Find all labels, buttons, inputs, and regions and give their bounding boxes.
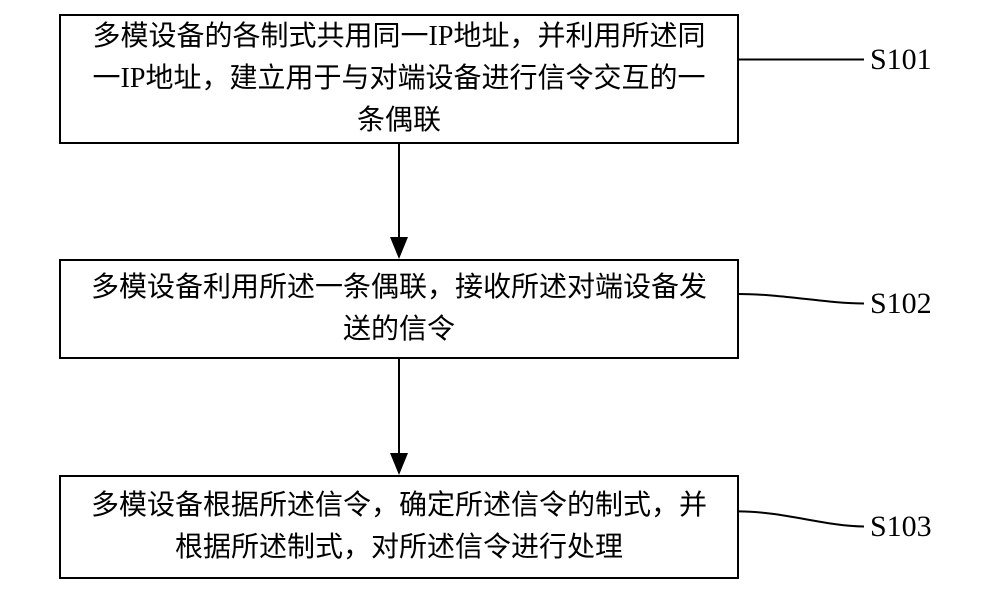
flow-step-text-line: 根据所述制式，对所述信令进行处理 [175,527,623,569]
step-label-s103: S103 [870,510,932,544]
flow-step-s102: 多模设备利用所述一条偶联，接收所述对端设备发送的信令 [59,259,739,359]
flow-step-s101: 多模设备的各制式共用同一IP地址，并利用所述同一IP地址，建立用于与对端设备进行… [59,14,739,144]
step-label-s101: S101 [870,43,932,77]
flow-step-text-line: 一IP地址，建立用于与对端设备进行信令交互的一 [93,58,706,100]
step-label-s102: S102 [870,287,932,321]
flow-step-text-line: 送的信令 [343,309,455,351]
leader-line-s103 [739,511,864,526]
flow-step-text-line: 多模设备的各制式共用同一IP地址，并利用所述同 [93,16,706,58]
arrow-head-s101-s102 [390,237,408,259]
flow-step-text-line: 条偶联 [357,100,441,142]
flowchart-canvas: 多模设备的各制式共用同一IP地址，并利用所述同一IP地址，建立用于与对端设备进行… [0,0,1000,614]
flow-step-text-line: 多模设备根据所述信令，确定所述信令的制式，并 [91,485,707,527]
leader-line-s102 [739,294,864,304]
flow-step-s103: 多模设备根据所述信令，确定所述信令的制式，并根据所述制式，对所述信令进行处理 [59,475,739,579]
arrow-head-s102-s103 [390,453,408,475]
flow-step-text-line: 多模设备利用所述一条偶联，接收所述对端设备发 [91,267,707,309]
